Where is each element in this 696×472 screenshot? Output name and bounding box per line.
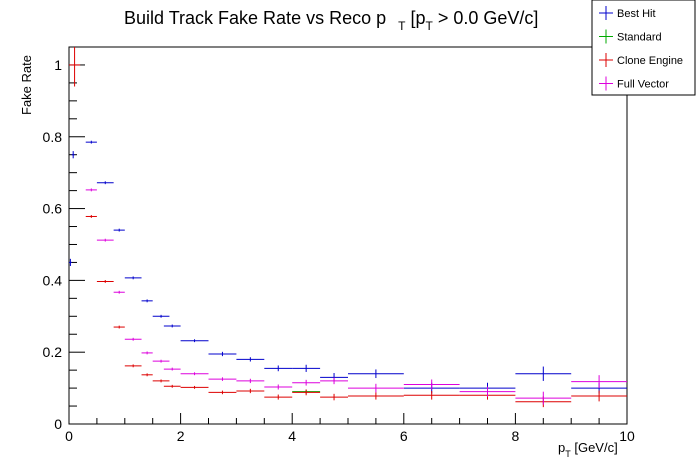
chart-title-tail: > 0.0 GeV/c] (433, 8, 539, 28)
legend-entry-clone-engine: Clone Engine (599, 53, 683, 67)
data-point-full-vector (85, 188, 97, 192)
data-point-clone-engine (141, 373, 153, 377)
data-point-full-vector (348, 383, 404, 393)
legend-entry-best-hit: Best Hit (599, 6, 656, 20)
data-point-best-hit (69, 258, 72, 267)
data-point-clone-engine (348, 392, 404, 400)
data-point-full-vector (124, 337, 142, 341)
data-point-best-hit (96, 181, 114, 185)
axis-ticks (68, 46, 628, 425)
data-point-full-vector (152, 359, 170, 363)
data-point-best-hit (141, 299, 153, 303)
x-axis-title-tail: [GeV/c] (571, 440, 618, 455)
chart-title: Build Track Fake Rate vs Reco p T [pT > 0… (124, 8, 538, 33)
series-best-hit (69, 140, 627, 394)
x-tick-label: 6 (400, 428, 408, 444)
legend-box (591, 0, 696, 96)
data-point-full-vector (515, 391, 572, 405)
data-point-best-hit (292, 364, 321, 372)
legend-label: Clone Engine (617, 55, 683, 67)
data-point-clone-engine (163, 384, 181, 388)
data-point-full-vector (403, 379, 460, 390)
data-point-full-vector (141, 351, 153, 355)
y-tick-label: 0.8 (43, 129, 63, 145)
data-point-full-vector (96, 238, 114, 242)
data-point-full-vector (113, 290, 125, 294)
data-point-clone-engine (208, 390, 237, 395)
series-full-vector (85, 188, 627, 405)
x-axis-title-main: p (558, 440, 565, 455)
data-point-clone-engine (152, 379, 170, 383)
data-point-full-vector (180, 372, 209, 376)
x-axis-title: pT [GeV/c] (558, 440, 618, 459)
x-tick-label: 8 (512, 428, 520, 444)
data-point-full-vector (264, 384, 293, 390)
data-point-best-hit (236, 357, 265, 362)
data-point-best-hit (180, 339, 209, 343)
data-point-best-hit (152, 314, 170, 318)
x-tick-label: 10 (619, 428, 635, 444)
data-point-best-hit (85, 140, 97, 144)
series-layer (69, 47, 627, 408)
y-tick-label: 1 (54, 57, 62, 73)
data-point-full-vector (459, 386, 516, 397)
data-point-clone-engine (113, 325, 125, 329)
y-tick-label: 0.4 (43, 272, 63, 288)
chart-title-sub2: T (425, 19, 433, 33)
data-point-clone-engine (124, 364, 142, 368)
data-point-full-vector (292, 379, 321, 386)
data-point-best-hit (163, 324, 181, 328)
legend-label: Best Hit (617, 8, 656, 20)
data-point-clone-engine (320, 393, 348, 401)
data-point-full-vector (208, 377, 237, 381)
x-axis-title-sub: T (565, 449, 571, 459)
axis-tick-labels: 0 2 4 6 8 10 0 0.2 0.4 0.6 0.8 1 (43, 57, 635, 444)
legend-label: Full Vector (617, 79, 669, 91)
legend-entry-standard: Standard (599, 29, 662, 44)
y-tick-label: 0.6 (43, 201, 63, 217)
chart-title-sub1: T (398, 19, 406, 33)
data-point-clone-engine (236, 388, 265, 394)
legend: Best Hit Standard Clone Engine Full Vector (591, 0, 696, 96)
data-point-best-hit (348, 369, 404, 379)
data-point-clone-engine (264, 394, 293, 400)
x-tick-label: 0 (65, 428, 73, 444)
chart-title-main: Build Track Fake Rate vs Reco p (124, 8, 386, 28)
data-point-best-hit (124, 276, 142, 280)
data-point-clone-engine (180, 385, 209, 389)
data-point-best-hit (515, 366, 572, 381)
data-point-clone-engine (69, 47, 81, 87)
data-point-clone-engine (571, 390, 627, 402)
data-point-best-hit (113, 228, 125, 232)
data-point-full-vector (320, 377, 348, 385)
y-tick-label: 0.2 (43, 344, 63, 360)
data-point-clone-engine (292, 389, 321, 396)
data-point-full-vector (236, 378, 265, 384)
data-point-clone-engine (96, 280, 114, 283)
data-point-clone-engine (85, 215, 97, 218)
data-point-clone-engine (403, 390, 460, 400)
data-point-full-vector (163, 367, 181, 371)
chart-title-mid: [p (405, 8, 425, 28)
legend-entry-full-vector: Full Vector (599, 76, 669, 91)
legend-label: Standard (617, 32, 662, 44)
data-point-full-vector (571, 375, 627, 389)
x-tick-label: 4 (288, 428, 296, 444)
y-tick-label: 0 (54, 416, 62, 432)
data-point-best-hit (208, 351, 237, 357)
data-point-best-hit (71, 151, 75, 159)
x-tick-label: 2 (177, 428, 185, 444)
series-clone-engine (69, 47, 627, 408)
y-axis-title: Fake Rate (19, 55, 34, 115)
data-point-best-hit (264, 365, 293, 372)
